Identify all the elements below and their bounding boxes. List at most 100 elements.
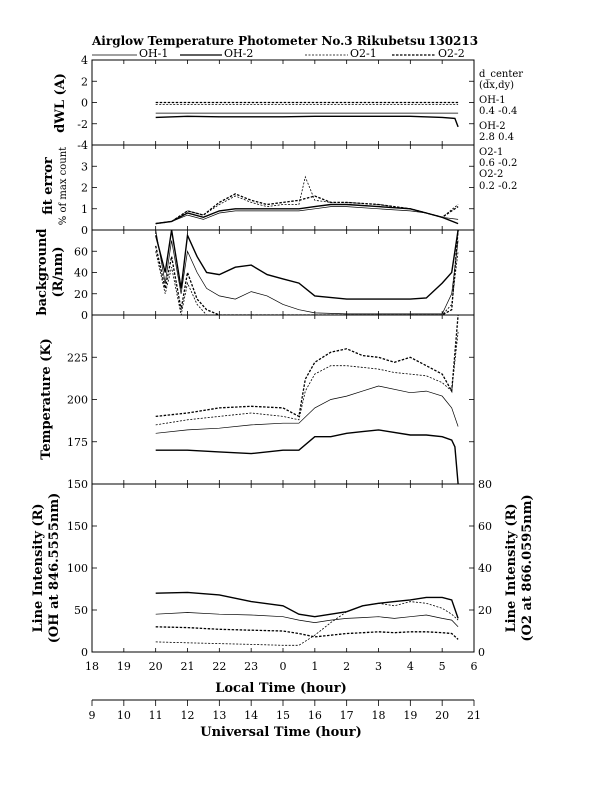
note-dx-dy: (dx,dy) <box>479 80 514 91</box>
local-time-tick-label: 5 <box>439 660 446 673</box>
ut-tick-label: 17 <box>340 709 354 722</box>
local-time-tick-label: 3 <box>375 660 382 673</box>
y2label-intensity: Line Intensity (R) <box>504 503 519 632</box>
ytick-label: -2 <box>77 118 88 131</box>
series-oh-1-panel-3 <box>155 385 459 434</box>
panel-frame-4 <box>91 483 475 653</box>
series-o2-1-panel-3 <box>155 331 459 426</box>
note-d-center: d_center <box>479 69 523 80</box>
note-o22: O2-2 <box>479 169 503 180</box>
ytick-label: 0 <box>81 224 88 237</box>
ytick-label: 200 <box>67 394 88 407</box>
note-o22-values: 0.2 -0.2 <box>479 181 517 192</box>
note-o21: O2-1 <box>479 147 503 158</box>
local-time-tick-label: 20 <box>149 660 163 673</box>
ut-tick-label: 21 <box>467 709 481 722</box>
ytick-label: 40 <box>74 267 88 280</box>
legend-label-o22: O2-2 <box>438 47 465 60</box>
ytick-label: 0 <box>81 309 88 322</box>
panel-frame-3 <box>91 314 475 485</box>
note-oh2-values: 2.8 0.4 <box>479 132 514 143</box>
ytick-label: -4 <box>77 139 88 152</box>
chart-date: 130213 <box>428 34 478 48</box>
ut-tick-label: 11 <box>149 709 163 722</box>
note-oh1: OH-1 <box>479 95 506 106</box>
local-time-tick-label: 0 <box>280 660 287 673</box>
dwl-side-notes: d_center (dx,dy) OH-1 0.4 -0.4 OH-2 2.8 … <box>479 69 523 192</box>
legend-label-o21: O2-1 <box>350 47 377 60</box>
local-time-tick-label: 19 <box>117 660 131 673</box>
ylabel-intensity: Line Intensity (R) <box>31 503 46 632</box>
panel-frame-2 <box>91 229 475 316</box>
note-o21-values: 0.6 -0.2 <box>479 158 517 169</box>
y2tick-label: 40 <box>478 562 492 575</box>
ytick-label: 150 <box>67 520 88 533</box>
series-oh-2-panel-3 <box>155 429 459 484</box>
ytick-label: 150 <box>67 478 88 491</box>
ylabel-fit-error: fit error <box>41 157 56 215</box>
ylabel-temperature: Temperature (K) <box>39 338 54 460</box>
ut-tick-label: 16 <box>308 709 322 722</box>
y2tick-label: 60 <box>478 520 492 533</box>
series-o2-2-panel-2 <box>155 230 459 315</box>
series-oh-1-panel-1 <box>155 206 459 224</box>
series-o2-1-panel-1 <box>155 175 459 224</box>
local-time-tick-label: 22 <box>212 660 226 673</box>
ytick-label: 225 <box>67 351 88 364</box>
xlabel-universal-time: Universal Time (hour) <box>200 725 362 740</box>
ytick-label: 60 <box>74 245 88 258</box>
legend: OH-1 OH-2 O2-1 O2-2 <box>92 47 465 60</box>
series-oh-1-panel-2 <box>155 230 459 315</box>
chart-title: Airglow Temperature Photometer No.3 Riku… <box>91 34 426 48</box>
local-time-tick-label: 6 <box>471 660 478 673</box>
ylabel-background: background <box>35 228 50 315</box>
series-oh-2-panel-2 <box>155 230 459 300</box>
ylabel-fit-error-unit: % of max count <box>58 147 69 225</box>
series-o2-1-panel-4 <box>155 601 459 646</box>
local-time-tick-label: 2 <box>343 660 350 673</box>
ut-tick-label: 18 <box>372 709 386 722</box>
ytick-label: 1 <box>81 203 88 216</box>
ytick-label: 0 <box>81 646 88 659</box>
y2tick-label: 20 <box>478 604 492 617</box>
ut-tick-label: 13 <box>212 709 226 722</box>
legend-label-oh2: OH-2 <box>224 47 253 60</box>
ytick-label: 50 <box>74 604 88 617</box>
y2tick-label: 80 <box>478 478 492 491</box>
note-oh2: OH-2 <box>479 121 506 132</box>
local-time-tick-label: 18 <box>85 660 99 673</box>
local-time-tick-label: 1 <box>311 660 318 673</box>
ytick-label: 2 <box>81 182 88 195</box>
note-oh1-values: 0.4 -0.4 <box>479 106 517 117</box>
ut-tick-label: 19 <box>403 709 417 722</box>
ytick-label: 175 <box>67 436 88 449</box>
ytick-label: 20 <box>74 288 88 301</box>
ytick-label: 3 <box>81 160 88 173</box>
series-oh-1-panel-4 <box>155 612 459 628</box>
panel-frame-1 <box>91 144 475 231</box>
ytick-label: 0 <box>81 97 88 110</box>
xlabel-local-time: Local Time (hour) <box>215 681 347 696</box>
local-time-tick-label: 23 <box>244 660 258 673</box>
ylabel-background-unit: (R/nm) <box>51 246 66 297</box>
ut-tick-label: 20 <box>435 709 449 722</box>
series-oh-2-panel-4 <box>155 591 459 619</box>
local-time-tick-label: 21 <box>181 660 195 673</box>
y2label-intensity-o2: (O2 at 866.0595nm) <box>520 494 535 641</box>
plot-ticks: 420-2-4012302040601501752002250501001500… <box>67 54 492 722</box>
ylabel-dwl: dWL (A) <box>53 73 68 133</box>
ylabel-intensity-oh: (OH at 846.5555nm) <box>47 493 62 643</box>
ut-tick-label: 10 <box>117 709 131 722</box>
y2tick-label: 0 <box>478 646 485 659</box>
ut-tick-label: 9 <box>89 709 96 722</box>
ut-tick-label: 14 <box>244 709 258 722</box>
ytick-label: 4 <box>81 54 88 67</box>
legend-label-oh1: OH-1 <box>139 47 168 60</box>
series-o2-1-panel-2 <box>155 251 459 315</box>
plot-series <box>155 101 459 646</box>
series-oh-2-panel-0 <box>155 115 459 128</box>
ut-tick-label: 12 <box>181 709 195 722</box>
ut-tick-label: 15 <box>276 709 290 722</box>
